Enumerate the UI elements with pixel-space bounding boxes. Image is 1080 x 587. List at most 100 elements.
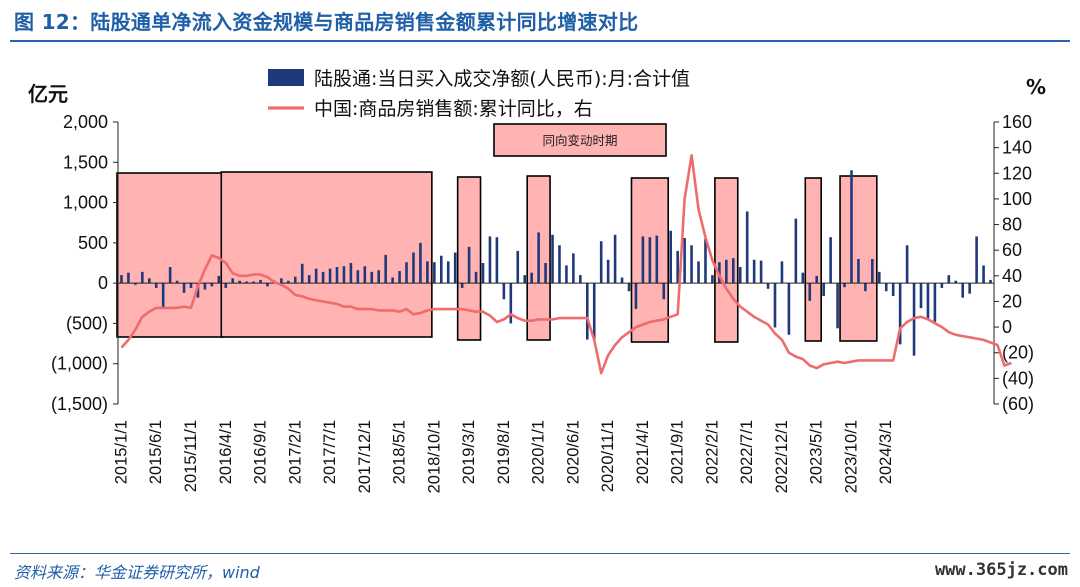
- x-tick-label: 2017/12/1: [356, 420, 374, 493]
- line-series: [120, 154, 1012, 375]
- bar-57: [516, 250, 520, 284]
- bar-77: [655, 235, 659, 284]
- bar-53: [488, 236, 492, 284]
- left-tick-label: 0: [98, 273, 108, 293]
- bar-120: [954, 280, 958, 284]
- right-tick-label: 140: [1002, 138, 1032, 158]
- x-tick-label: 2019/3/1: [460, 420, 478, 484]
- bar-112: [898, 283, 902, 345]
- right-tick-label: 120: [1002, 163, 1032, 183]
- bar-24: [287, 280, 290, 284]
- bar-108: [871, 258, 874, 284]
- bar-9: [182, 283, 186, 293]
- bar-37: [377, 270, 381, 284]
- x-tick-label: 2023/10/1: [842, 420, 860, 493]
- bar-4: [147, 278, 151, 284]
- bar-80: [676, 250, 679, 284]
- x-tick-label: 2016/4/1: [217, 420, 235, 484]
- bar-89: [738, 267, 742, 284]
- x-tick-label: 2015/11/1: [182, 420, 200, 492]
- bar-48: [453, 252, 457, 284]
- left-tick-label: (1,000): [51, 354, 108, 374]
- x-tick-label: 2017/2/1: [286, 420, 304, 484]
- bar-105: [850, 170, 853, 284]
- bar-47: [446, 261, 450, 284]
- combo-chart: 2,000 1,500 1,000 500 0 (500) (1,000) (1,500) 16…: [28, 68, 1046, 493]
- bar-110: [884, 283, 888, 292]
- left-tick-label: 1,000: [63, 193, 108, 213]
- x-tick-label: 2018/10/1: [425, 420, 443, 493]
- sales-yoy-line: [120, 154, 1012, 375]
- left-tick-label: (1,500): [51, 394, 108, 414]
- right-tick-label: 20: [1002, 291, 1022, 311]
- bar-19: [252, 281, 255, 284]
- bar-8: [175, 280, 179, 284]
- bar-72: [620, 277, 624, 284]
- bar-20: [259, 279, 262, 284]
- x-tick-label: 2021/4/1: [634, 420, 652, 484]
- highlight-boxes: [116, 171, 878, 343]
- bar-84: [704, 238, 707, 284]
- bar-113: [905, 245, 909, 284]
- bar-2: [134, 283, 137, 285]
- bar-39: [391, 277, 394, 284]
- figure-title: 图 12：陆股通单净流入资金规模与商品房销售金额累计同比增速对比: [14, 10, 639, 34]
- bar-115: [919, 283, 923, 309]
- bar-121: [961, 283, 965, 298]
- bar-25: [293, 276, 297, 284]
- bar-117: [933, 283, 937, 322]
- bar-35: [363, 266, 367, 284]
- bar-23: [280, 278, 283, 284]
- bar-27: [307, 275, 311, 284]
- legend-bar-label: 陆股通:当日买入成交净额(人民币):月:合计值: [314, 68, 690, 90]
- bar-61: [544, 263, 547, 284]
- bar-58: [523, 275, 527, 284]
- right-tick-label: 100: [1002, 189, 1032, 209]
- bar-95: [780, 261, 784, 284]
- highlight-box-8: [839, 175, 878, 342]
- highlight-box-2: [220, 171, 433, 338]
- bar-52: [481, 263, 485, 284]
- bar-99: [808, 283, 812, 301]
- bar-64: [565, 265, 568, 284]
- title-rule: [10, 40, 1070, 42]
- bar-46: [439, 255, 443, 284]
- bar-104: [843, 283, 846, 288]
- bar-81: [683, 238, 686, 284]
- bar-75: [641, 236, 645, 284]
- x-tick-label: 2017/7/1: [321, 420, 339, 484]
- bar-54: [495, 237, 499, 284]
- bar-107: [864, 283, 867, 292]
- bar-32: [342, 266, 346, 284]
- right-tick-label: 60: [1002, 240, 1022, 260]
- highlight-box-7: [804, 177, 822, 342]
- bar-83: [697, 261, 700, 284]
- bar-15: [224, 283, 228, 288]
- bar-12: [203, 283, 207, 290]
- right-tick-label: 160: [1002, 112, 1032, 132]
- bar-1: [127, 272, 130, 284]
- x-tick-label: 2023/5/1: [808, 420, 826, 484]
- bar-96: [787, 283, 791, 335]
- watermark: www.365jz.com: [934, 560, 1068, 580]
- bar-78: [662, 283, 666, 300]
- bar-51: [474, 271, 478, 284]
- annotation-label: 同向变动时期: [542, 133, 617, 148]
- bar-73: [627, 283, 631, 292]
- bar-102: [829, 237, 832, 284]
- bar-62: [551, 234, 554, 284]
- source-note: 资料来源：华金证券研究所，wind: [14, 563, 260, 582]
- x-tick-label: 2022/2/1: [703, 420, 721, 484]
- bar-60: [537, 232, 540, 284]
- bar-30: [328, 268, 332, 284]
- bar-31: [335, 267, 339, 284]
- bar-49: [460, 283, 464, 288]
- bar-45: [433, 262, 436, 284]
- bar-14: [217, 275, 221, 284]
- bar-66: [579, 275, 582, 284]
- legend-line-label: 中国:商品房销售额:累计同比，右: [314, 98, 593, 120]
- bar-98: [801, 272, 805, 284]
- x-tick-label: 2019/8/1: [495, 420, 513, 484]
- bar-70: [606, 259, 610, 284]
- bar-67: [585, 283, 589, 340]
